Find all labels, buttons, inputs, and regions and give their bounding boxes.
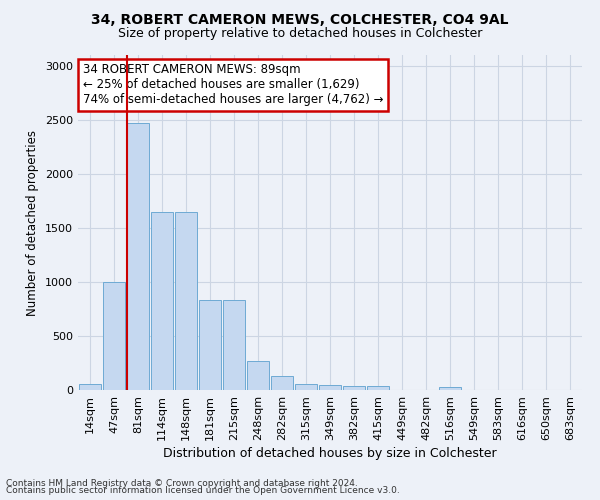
Bar xyxy=(223,300,245,390)
Bar xyxy=(175,212,197,390)
Text: 34 ROBERT CAMERON MEWS: 89sqm
← 25% of detached houses are smaller (1,629)
74% o: 34 ROBERT CAMERON MEWS: 89sqm ← 25% of d… xyxy=(83,64,383,106)
Text: 34, ROBERT CAMERON MEWS, COLCHESTER, CO4 9AL: 34, ROBERT CAMERON MEWS, COLCHESTER, CO4… xyxy=(91,12,509,26)
Bar xyxy=(343,386,365,390)
Bar xyxy=(439,387,461,390)
Bar xyxy=(127,123,149,390)
Text: Contains HM Land Registry data © Crown copyright and database right 2024.: Contains HM Land Registry data © Crown c… xyxy=(6,478,358,488)
Bar xyxy=(295,384,317,390)
Bar xyxy=(199,300,221,390)
Bar xyxy=(79,384,101,390)
Bar xyxy=(247,361,269,390)
Text: Size of property relative to detached houses in Colchester: Size of property relative to detached ho… xyxy=(118,28,482,40)
Bar xyxy=(271,376,293,390)
Bar xyxy=(367,386,389,390)
Text: Contains public sector information licensed under the Open Government Licence v3: Contains public sector information licen… xyxy=(6,486,400,495)
Y-axis label: Number of detached properties: Number of detached properties xyxy=(26,130,40,316)
Bar xyxy=(319,384,341,390)
X-axis label: Distribution of detached houses by size in Colchester: Distribution of detached houses by size … xyxy=(163,447,497,460)
Bar xyxy=(151,212,173,390)
Bar xyxy=(103,282,125,390)
